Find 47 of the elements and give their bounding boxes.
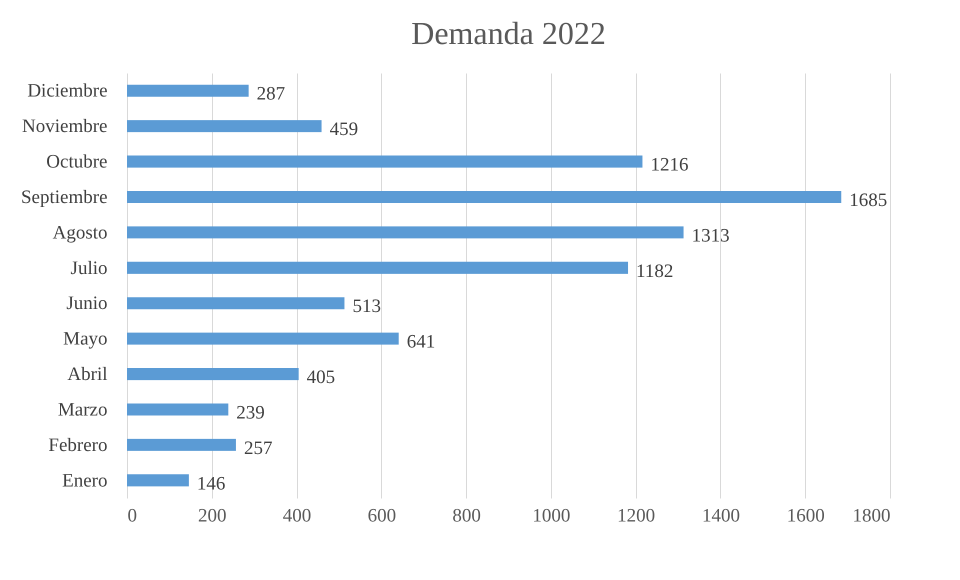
bar (127, 226, 684, 238)
data-label: 1182 (636, 260, 674, 282)
x-tick-label: 200 (198, 506, 227, 526)
bar (127, 474, 189, 486)
chart-title: Demanda 2022 (411, 15, 606, 51)
bar (127, 332, 399, 345)
data-label: 287 (256, 84, 286, 105)
bar (127, 120, 322, 132)
data-label: 513 (352, 296, 381, 318)
y-tick-label: Octubre (46, 152, 108, 173)
y-tick-label: Abril (67, 364, 108, 386)
bar (127, 84, 249, 97)
x-tick-label: 1000 (532, 506, 570, 526)
data-label: 239 (236, 402, 265, 424)
y-tick-label: Septiembre (20, 186, 108, 208)
data-label: 146 (196, 473, 226, 494)
x-tick-label: 800 (452, 506, 481, 526)
y-tick-label: Noviembre (22, 116, 108, 138)
y-tick-label: Febrero (48, 434, 108, 456)
y-tick-label: Diciembre (27, 80, 108, 102)
data-label: 405 (306, 367, 336, 388)
y-tick-label: Marzo (58, 399, 108, 420)
data-label: 1216 (650, 154, 688, 176)
y-tick-label: Enero (62, 470, 108, 492)
bar (127, 156, 642, 168)
x-tick-label: 600 (368, 506, 396, 526)
y-tick-label: Mayo (63, 328, 108, 350)
data-label: 459 (330, 119, 358, 140)
bar (127, 262, 628, 274)
bar (127, 438, 236, 451)
bar (127, 297, 344, 310)
data-label: 257 (244, 438, 272, 459)
data-label: 1313 (692, 225, 730, 246)
y-tick-label: Agosto (52, 222, 108, 244)
y-tick-label: Junio (66, 293, 108, 314)
bar (127, 190, 842, 203)
x-tick-label: 400 (282, 506, 312, 526)
data-label: 641 (406, 332, 436, 353)
x-tick-label: 1800 (852, 506, 890, 526)
x-tick-label: 1600 (786, 506, 825, 526)
data-label: 1685 (849, 190, 888, 211)
x-tick-label: 1400 (702, 506, 740, 526)
y-tick-label: Julio (70, 258, 108, 279)
x-tick-label: 1200 (617, 506, 656, 526)
bar (127, 403, 228, 416)
x-tick-label: 0 (128, 506, 137, 526)
bar (127, 368, 299, 380)
